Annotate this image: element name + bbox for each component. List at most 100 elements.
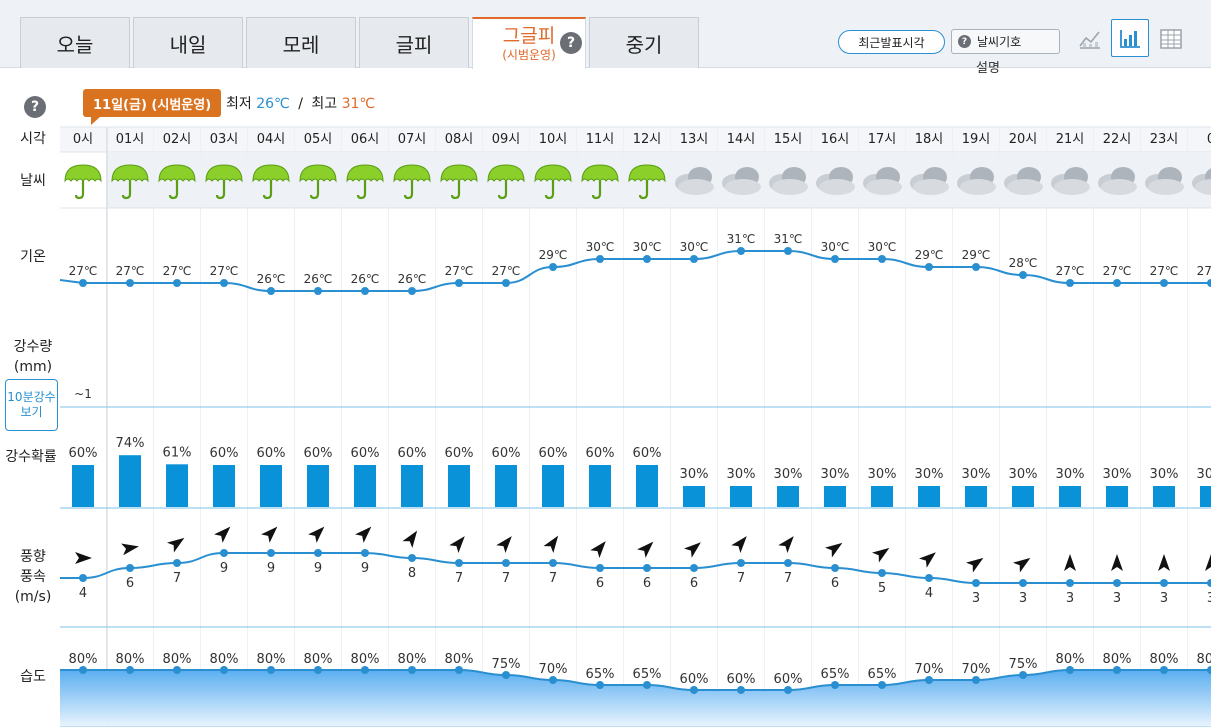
humidity-label: 70% [539, 662, 568, 677]
precip-prob-bar [683, 486, 705, 507]
weather-symbol-legend-button[interactable]: ? 날씨기호 [951, 29, 1060, 54]
wind-speed-point [737, 559, 745, 567]
tab-label: 글피 [395, 32, 433, 57]
wind-speed-point [361, 549, 369, 557]
table-view-icon[interactable] [1156, 24, 1186, 54]
wind-speed-label: 6 [596, 576, 604, 591]
tab-today[interactable]: 오늘 [20, 17, 130, 68]
cloud-part [1158, 167, 1182, 187]
temperature-point [643, 255, 651, 263]
recent-release-label: 최근발표시각 [858, 35, 925, 50]
humidity-point [502, 671, 510, 679]
cloud-part [970, 167, 994, 187]
recent-release-time-button[interactable]: 최근발표시각 [838, 30, 945, 54]
umbrella-handle [403, 181, 414, 200]
temperature-point [455, 279, 463, 287]
humidity-label: 65% [821, 667, 850, 682]
arrow-head [1205, 554, 1211, 571]
arrow-head [496, 536, 512, 553]
precip-prob-bar [119, 455, 141, 507]
umbrella-canopy [393, 164, 431, 183]
humidity-point [455, 666, 463, 674]
precip-prob-label: 60% [633, 446, 662, 461]
tab-3-days[interactable]: 글피 [359, 17, 469, 68]
tab-tomorrow[interactable]: 내일 [133, 17, 243, 68]
precip-prob-label: 30% [962, 467, 991, 482]
hour-label: 12시 [633, 132, 662, 147]
wind-speed-label: 7 [455, 571, 463, 586]
humidity-point [314, 666, 322, 674]
cloud-part [866, 179, 902, 195]
humidity-label: 80% [210, 652, 239, 667]
cloud-part [678, 179, 714, 195]
precip-prob-bar [166, 464, 188, 507]
wind-speed-point [549, 559, 557, 567]
humidity-point [878, 681, 886, 689]
humidity-point [925, 676, 933, 684]
hour-label: 19시 [962, 132, 991, 147]
precip-prob-bar [965, 486, 987, 507]
arrow-head [167, 537, 185, 553]
graph-view-icon[interactable] [1111, 19, 1149, 57]
temperature-label: 27℃ [445, 264, 474, 278]
temperature-label: 27℃ [116, 264, 145, 278]
temperature-label: 26℃ [257, 272, 286, 286]
umbrella-handle [497, 181, 508, 200]
humidity-label: 80% [116, 652, 145, 667]
umbrella-handle [74, 181, 85, 200]
umbrella-icon [252, 164, 290, 200]
wind-unit: (m/s) [14, 589, 52, 605]
help-icon[interactable]: ? [24, 96, 46, 118]
line-chart-view-icon[interactable] [1075, 24, 1105, 54]
umbrella-icon [487, 164, 525, 200]
arrow-head [121, 543, 139, 556]
tab-day-after[interactable]: 모레 [246, 17, 356, 68]
min-max-temperature: 최저 26℃ / 최고 31℃ [226, 93, 375, 113]
hour-label: 21시 [1056, 132, 1085, 147]
cloud-part [910, 174, 936, 192]
temperature-point [267, 287, 275, 295]
wind-speed-point [314, 549, 322, 557]
precip-prob-label: 60% [586, 446, 615, 461]
humidity-point [1066, 666, 1074, 674]
wind-speed-point [925, 574, 933, 582]
temperature-point [596, 255, 604, 263]
hour-label: 01시 [116, 132, 145, 147]
humidity-label: 65% [633, 667, 662, 682]
cloud-part [1145, 174, 1171, 192]
humidity-label: 75% [492, 657, 521, 672]
wind-speed-point [972, 579, 980, 587]
tab-label: 오늘 [56, 32, 94, 57]
humidity-point [173, 666, 181, 674]
wind-speed-point [502, 559, 510, 567]
temperature-line [59, 250, 1211, 292]
tab-midterm[interactable]: 중기 [589, 17, 699, 68]
cloud-part [816, 174, 842, 192]
cloud-part [782, 167, 806, 187]
min-temperature-value: 26℃ [256, 96, 290, 112]
humidity-label: 65% [586, 667, 615, 682]
precip-prob-label: 60% [351, 446, 380, 461]
hour-label: 08시 [445, 132, 474, 147]
wind-speed-label: 9 [220, 561, 228, 576]
humidity-point [784, 686, 792, 694]
precip-prob-bar [213, 465, 235, 507]
wind-direction-arrow-icon [308, 526, 325, 543]
help-icon[interactable]: ? [560, 32, 582, 54]
humidity-label: 60% [774, 672, 803, 687]
humidity-point [361, 666, 369, 674]
precip-prob-bar [401, 465, 423, 507]
rain-10min-button[interactable]: 10분강수 보기 [5, 379, 58, 431]
cloudy-icon [675, 167, 714, 195]
arrow-head [261, 526, 278, 543]
max-temperature-value: 31℃ [341, 96, 376, 112]
humidity-label: 80% [398, 652, 427, 667]
cloud-part [772, 179, 808, 195]
cloud-part [960, 179, 996, 195]
humidity-point [1019, 671, 1027, 679]
wind-speed-point [643, 564, 651, 572]
wind-speed-label: 3 [1019, 591, 1027, 606]
cloud-part [1064, 167, 1088, 187]
date-flag: 11일(금) (시범운영) [83, 89, 222, 125]
cloudy-icon [1004, 167, 1043, 195]
